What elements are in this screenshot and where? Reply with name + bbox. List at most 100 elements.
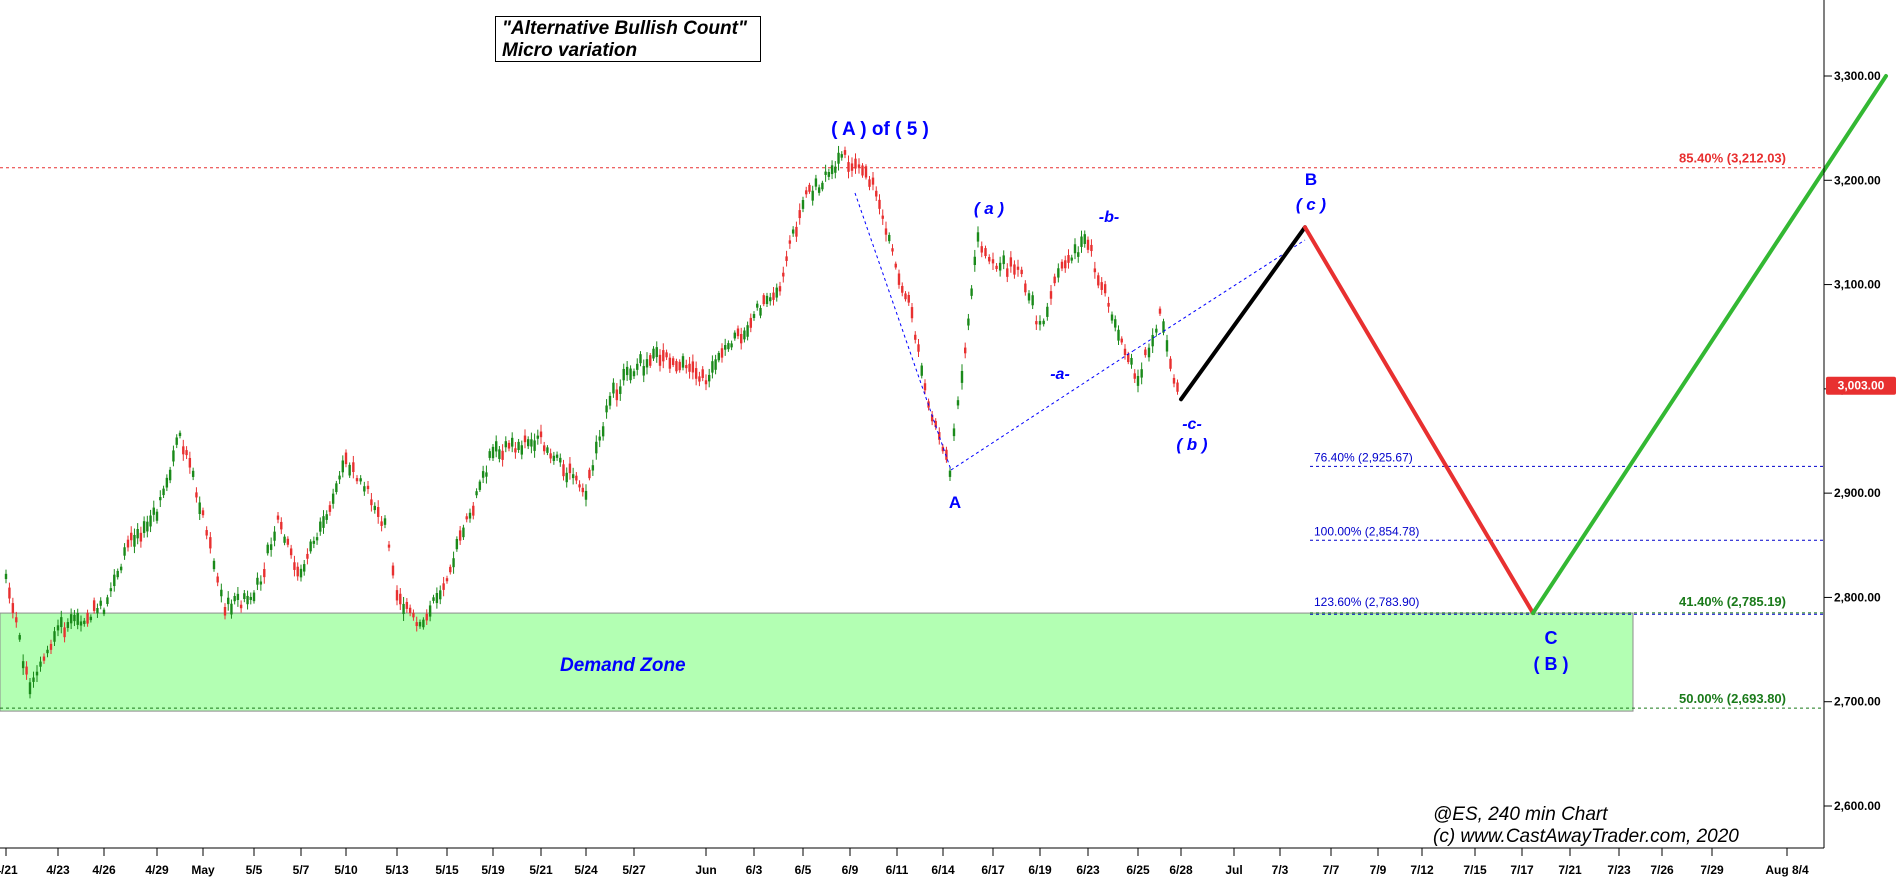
y-tick-label: 2,600.00: [1834, 799, 1881, 813]
candle-body: [1100, 282, 1103, 290]
x-tick-label: 6/14: [931, 863, 955, 877]
candle-body: [788, 240, 792, 244]
x-tick-label: Jul: [1225, 863, 1242, 877]
credit-copyright: (c) www.CastAwayTrader.com, 2020: [1433, 826, 1739, 847]
candle-body: [527, 439, 530, 447]
candle-body: [408, 607, 412, 614]
candle-body: [152, 507, 155, 515]
candle-body: [868, 179, 871, 187]
candle-body: [717, 352, 720, 361]
candle-body: [691, 361, 695, 373]
x-tick-label: 6/3: [746, 863, 763, 877]
candle-body: [875, 190, 878, 197]
candle-body: [881, 215, 884, 219]
candle-body: [970, 288, 973, 296]
candle-body: [216, 576, 219, 583]
candle-body: [658, 354, 662, 366]
y-tick-label: 2,700.00: [1834, 695, 1881, 709]
candle-body: [1133, 373, 1136, 379]
candle-body: [1006, 268, 1009, 277]
candle-body: [1103, 284, 1107, 294]
candle-body: [843, 150, 847, 155]
x-tick-label: 6/19: [1028, 863, 1052, 877]
wave-connector-lines: [854, 192, 1306, 471]
candle-body: [249, 596, 252, 600]
candle-body: [907, 295, 910, 303]
level-label: 85.40% (3,212.03): [1679, 151, 1786, 166]
candle-body: [289, 548, 293, 556]
wave-label: ( c ): [1296, 195, 1327, 214]
wave-label: -b-: [1099, 209, 1119, 226]
candle-body: [165, 477, 169, 488]
candle-body: [964, 347, 967, 354]
candle-body: [1107, 302, 1110, 307]
candle-body: [418, 621, 422, 627]
candle-body: [1083, 234, 1086, 244]
y-axis: 2,600.002,700.002,800.002,900.003,000.00…: [1824, 69, 1881, 813]
candle-body: [495, 441, 498, 452]
candle-body: [391, 565, 395, 576]
x-tick-label: 5/21: [529, 863, 553, 877]
candle-body: [598, 436, 601, 441]
candle-body: [168, 469, 172, 481]
candle-body: [35, 671, 39, 676]
candle-body: [1140, 369, 1143, 378]
candle-body: [539, 431, 543, 438]
candle-body: [201, 510, 205, 516]
candle-body: [96, 607, 99, 614]
candle-body: [720, 348, 724, 358]
x-tick-label: 7/23: [1607, 863, 1631, 877]
x-tick-label: 5/27: [622, 863, 646, 877]
level-label: 50.00% (2,693.80): [1679, 691, 1786, 706]
candle-body: [920, 365, 923, 376]
candle-body: [306, 553, 309, 559]
candle-body: [344, 452, 348, 465]
candle-body: [435, 592, 439, 604]
candle-body: [967, 318, 970, 326]
candle-body: [309, 541, 312, 552]
candle-body: [588, 469, 591, 479]
wave-connector: [950, 350, 1134, 471]
candle-body: [511, 437, 514, 447]
candle-body: [530, 439, 533, 447]
candle-body: [1147, 347, 1151, 358]
candle-body: [808, 184, 811, 192]
candle-body: [472, 505, 475, 516]
x-tick-label: 6/25: [1126, 863, 1150, 877]
candle-body: [578, 484, 581, 488]
candle-body: [159, 497, 162, 501]
candle-body: [63, 627, 66, 638]
candle-body: [498, 449, 501, 459]
candle-body: [256, 577, 259, 585]
x-tick-label: 6/9: [842, 863, 859, 877]
candle-body: [399, 593, 402, 605]
x-tick-label: 5/15: [435, 863, 459, 877]
candle-body: [15, 617, 18, 623]
candle-body: [998, 262, 1002, 271]
wave-label: -a-: [1050, 366, 1070, 383]
candle-body: [449, 566, 452, 573]
candle-body: [276, 515, 280, 520]
candle-body: [1086, 239, 1090, 250]
candle-body: [1080, 236, 1083, 247]
chart-title: "Alternative Bullish Count": [502, 18, 747, 39]
x-tick-label: 6/28: [1169, 863, 1193, 877]
fib-levels: 85.40% (3,212.03) 76.40% (2,925.67) 100.00…: [0, 151, 1824, 709]
candle-body: [1090, 244, 1093, 252]
candle-body: [116, 570, 119, 578]
level-label: 76.40% (2,925.67): [1314, 450, 1413, 464]
candle-body: [956, 400, 960, 406]
candle-body: [897, 273, 901, 285]
chart-title-box: "Alternative Bullish Count" Micro variat…: [495, 16, 761, 62]
candle-body: [1110, 314, 1114, 321]
candle-body: [759, 307, 762, 316]
candle-body: [727, 343, 730, 350]
candle-body: [864, 166, 868, 178]
x-tick-label: 6/5: [795, 863, 812, 877]
candle-body: [442, 583, 445, 590]
candle-body: [299, 568, 303, 578]
candle-body: [1136, 375, 1140, 386]
candle-body: [1158, 308, 1162, 314]
candle-body: [830, 165, 834, 175]
candle-body: [491, 446, 495, 459]
